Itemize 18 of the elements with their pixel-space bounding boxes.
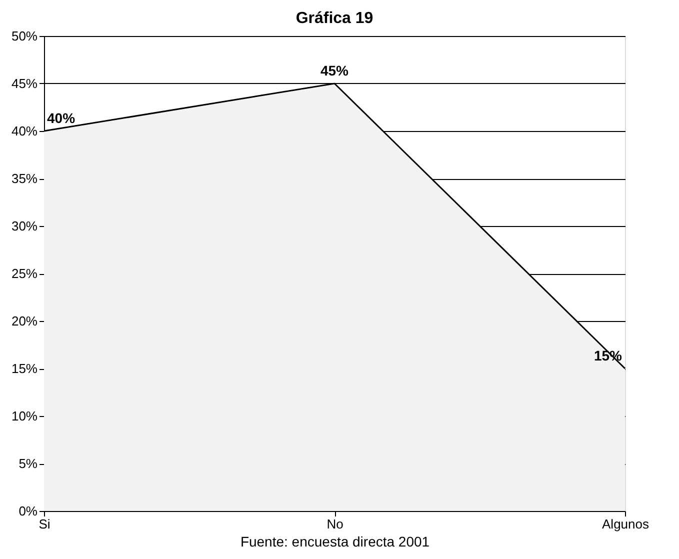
y-tick-label: 30% (11, 218, 38, 234)
y-tick-label: 45% (11, 76, 38, 91)
y-tick-label: 25% (11, 266, 38, 281)
x-tick-label: Si (38, 516, 50, 532)
chart-title: Gráfica 19 (296, 10, 374, 27)
source-note: Fuente: encuesta directa 2001 (240, 534, 430, 550)
text: 40% (47, 110, 76, 126)
y-tick-label: 35% (11, 171, 38, 186)
y-tick-label: 15% (11, 361, 38, 376)
x-tick-label: Algunos (602, 516, 650, 532)
y-tick-label: 50% (11, 28, 38, 44)
y-tick-label: 5% (18, 456, 38, 471)
y-tick-label: 20% (11, 314, 38, 328)
y-tick-label: 40% (11, 124, 38, 138)
y-tick-label: 0% (18, 504, 38, 518)
text: 45% (320, 62, 349, 78)
x-tick-label: No (326, 516, 344, 532)
y-tick-label: 10% (11, 408, 38, 424)
